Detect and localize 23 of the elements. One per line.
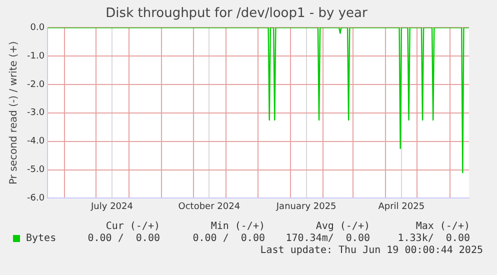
y-tick-label: -5.0: [27, 165, 45, 176]
y-tick-label: -3.0: [27, 108, 45, 118]
text: Avg (-/+): [314, 221, 370, 232]
y-tick-label: 0.0: [30, 22, 45, 33]
y-tick-label: -6.0: [27, 194, 45, 204]
text: 0.00 / 0.00: [86, 233, 160, 244]
x-tick-label: July 2024: [90, 202, 134, 212]
text: 170.34m/ 0.00: [284, 233, 370, 244]
y-tick-label: -4.0: [27, 136, 45, 147]
text: 1.33k/ 0.00: [396, 233, 470, 244]
x-tick-label: April 2025: [378, 202, 425, 212]
text: 0.00 / 0.00: [192, 233, 265, 244]
text: Last update: Thu Jun 19 00:00:44 2025: [260, 245, 483, 256]
legend-label: Bytes: [26, 233, 56, 244]
y-tick-label: -2.0: [27, 80, 45, 90]
text: Min (-/+): [210, 221, 265, 232]
x-tick-label: January 2025: [275, 202, 336, 212]
text: Cur (-/+): [104, 221, 160, 232]
x-tick-label: October 2024: [178, 202, 240, 212]
text: Max (-/+): [414, 221, 470, 232]
chart-title: Disk throughput for /dev/loop1 - by year: [106, 6, 368, 22]
y-axis-title: Pr second read (-) / write (+): [8, 41, 20, 185]
y-tick-label: -1.0: [27, 51, 45, 62]
